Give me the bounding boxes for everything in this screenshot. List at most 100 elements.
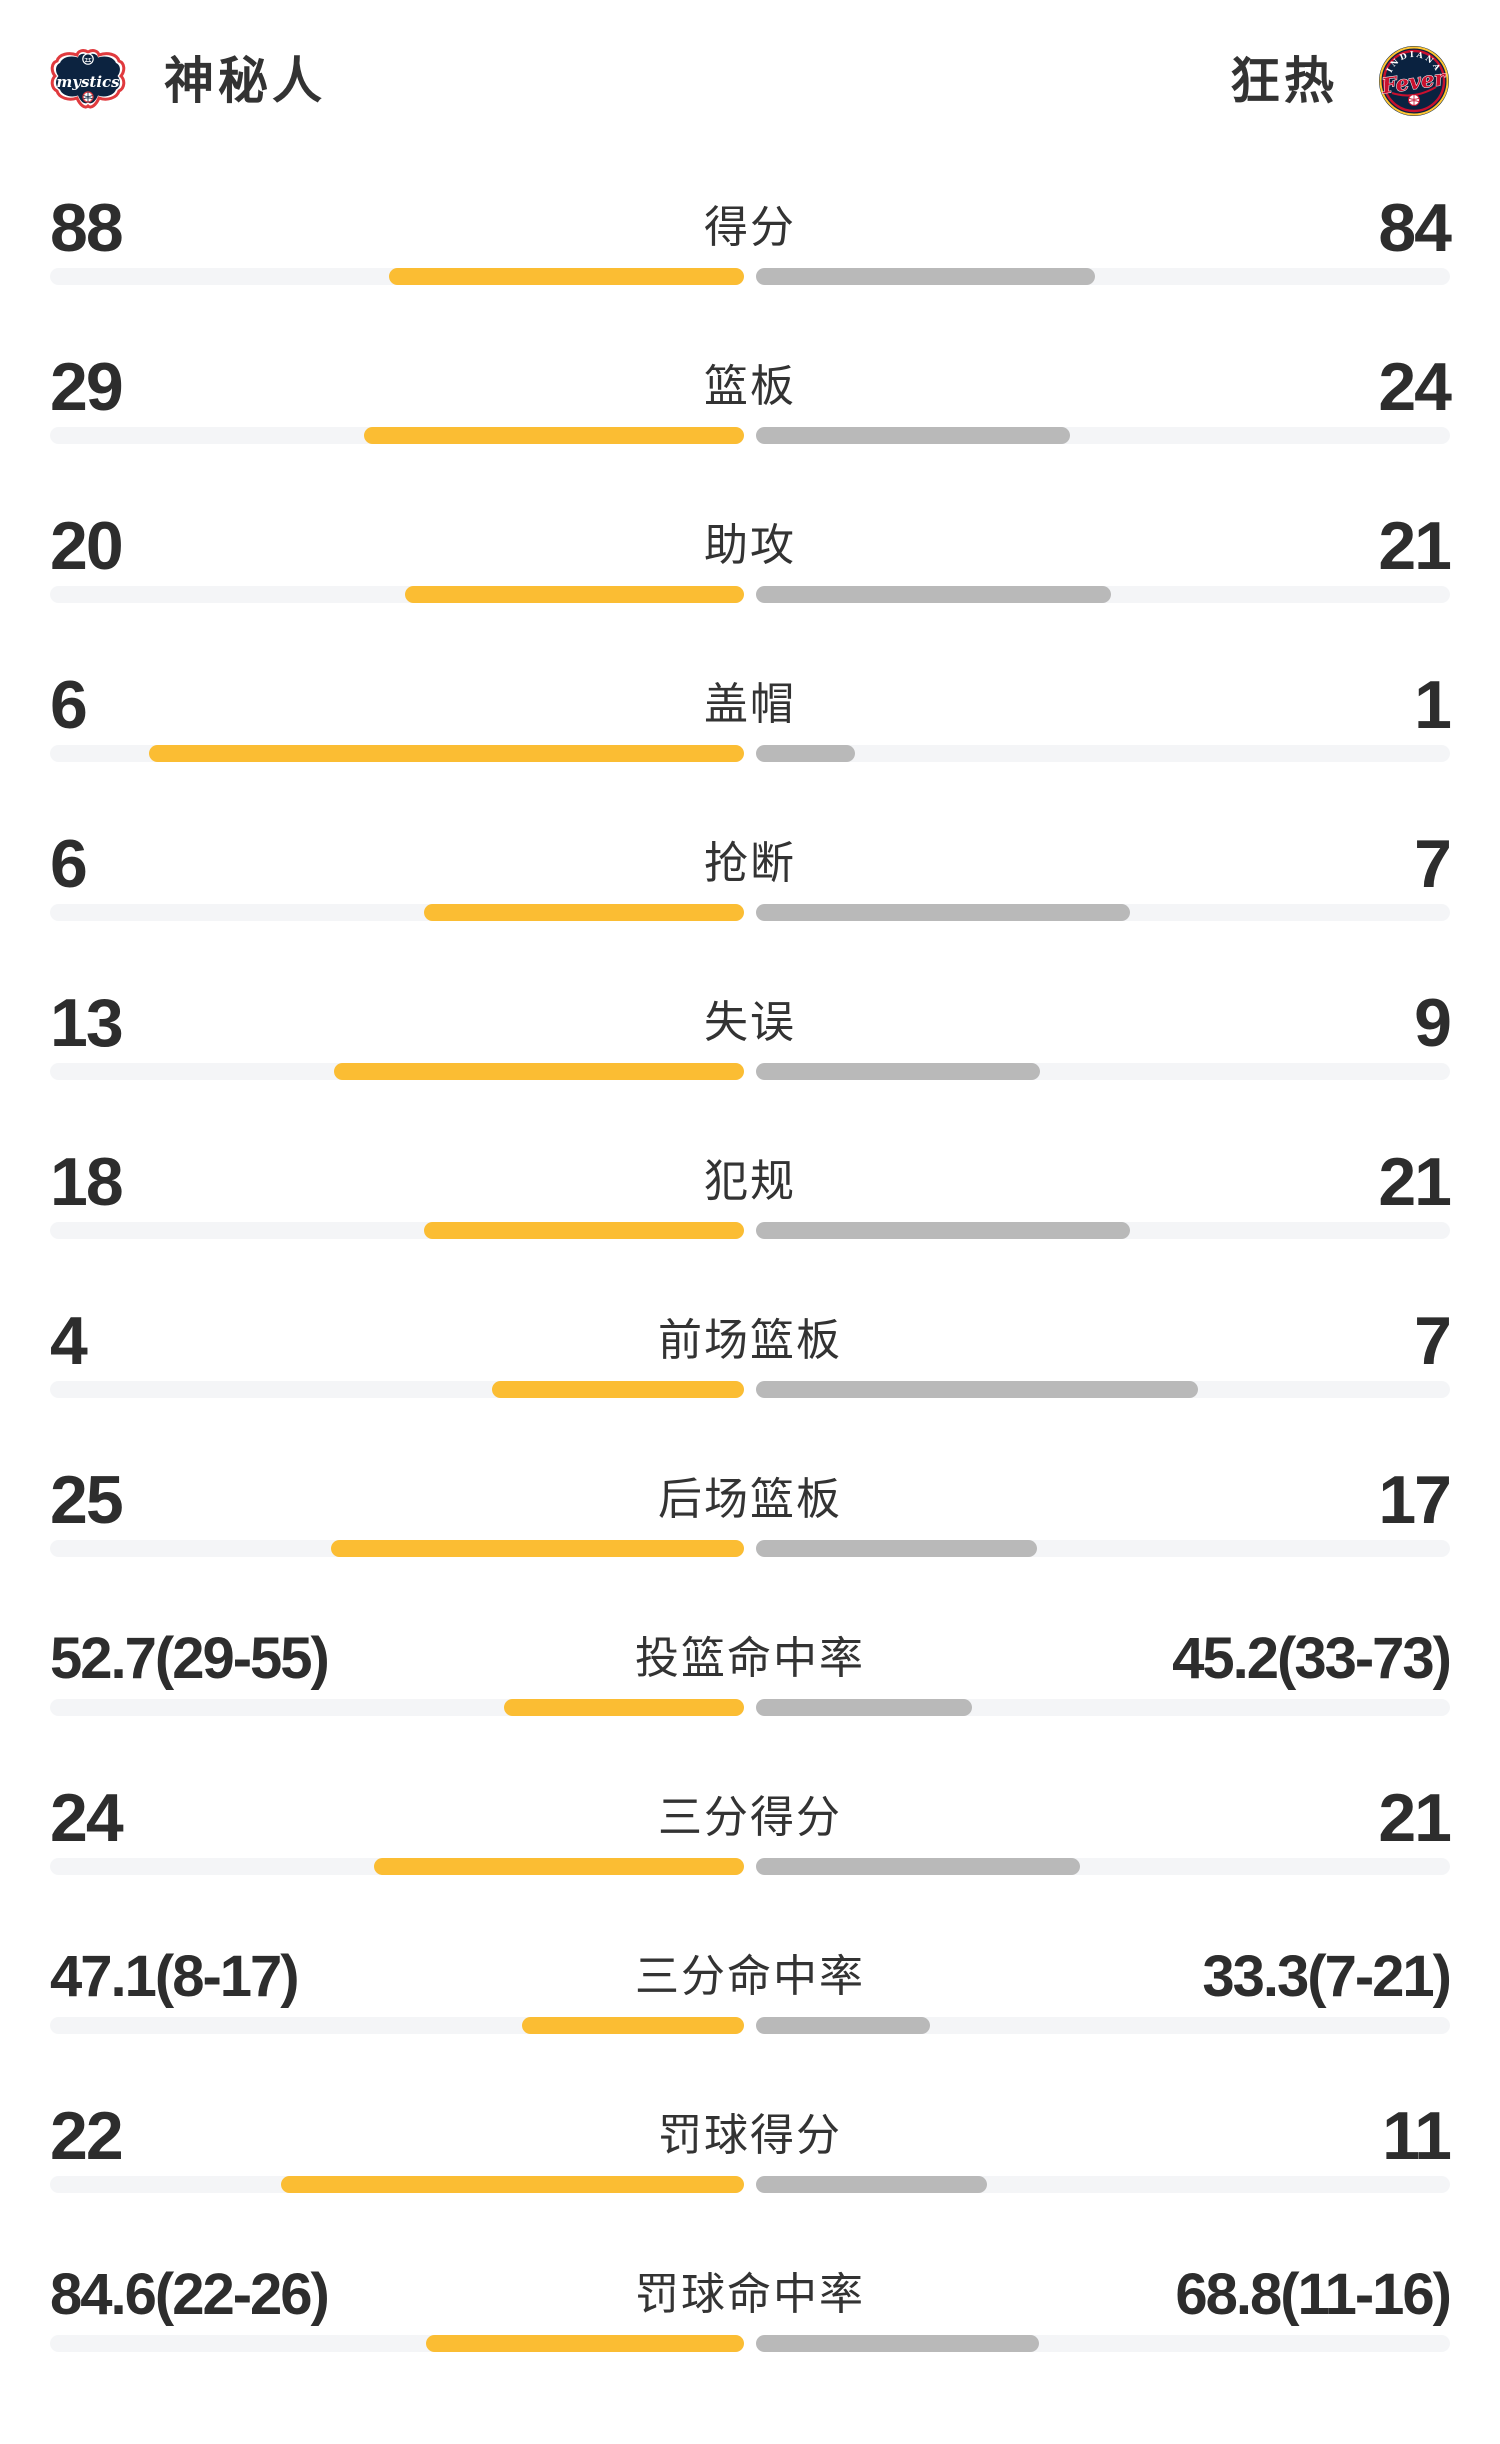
right-value: 21 — [1378, 508, 1452, 584]
mystics-wordmark: mystics — [56, 73, 120, 91]
right-value: 24 — [1378, 349, 1452, 425]
stat-values: 6 盖帽 1 — [50, 667, 1452, 743]
stat-label: 助攻 — [704, 521, 796, 570]
right-value: 84 — [1378, 190, 1452, 266]
right-value: 21 — [1378, 1780, 1452, 1856]
right-value: 17 — [1378, 1462, 1452, 1538]
stat-bars — [50, 904, 1450, 921]
right-bar-track — [756, 427, 1450, 444]
stat-row: 25 后场篮板 17 — [50, 1462, 1452, 1557]
left-value: 4 — [50, 1303, 88, 1379]
right-value: 7 — [1414, 1303, 1452, 1379]
right-bar-fill — [756, 2176, 988, 2193]
stat-label: 罚球命中率 — [635, 2270, 865, 2319]
stat-label: 罚球得分 — [658, 2111, 842, 2160]
right-bar-fill — [756, 2017, 930, 2034]
right-value: 45.2(33-73) — [1172, 1626, 1452, 1691]
right-value: 7 — [1414, 826, 1452, 902]
stat-label: 前场篮板 — [658, 1316, 842, 1365]
right-bar-track — [756, 268, 1450, 285]
stat-row: 6 盖帽 1 — [50, 667, 1452, 762]
left-value: 24 — [50, 1780, 124, 1856]
left-bar-track — [50, 427, 744, 444]
right-bar-fill — [756, 1540, 1037, 1557]
stat-row: 18 犯规 21 — [50, 1144, 1452, 1239]
left-bar-track — [50, 1858, 744, 1875]
stat-bars — [50, 586, 1450, 603]
stat-row: 88 得分 84 — [50, 190, 1452, 285]
right-bar-track — [756, 1063, 1450, 1080]
team-left: mystics 神秘人 — [50, 49, 326, 113]
stat-bars — [50, 2017, 1450, 2034]
stat-row: 84.6(22-26) 罚球命中率 68.8(11-16) — [50, 2262, 1452, 2352]
left-bar-track — [50, 2335, 744, 2352]
right-bar-track — [756, 1540, 1450, 1557]
stat-values: 25 后场篮板 17 — [50, 1462, 1452, 1538]
stat-row: 29 篮板 24 — [50, 349, 1452, 444]
left-bar-track — [50, 904, 744, 921]
match-stats-panel: mystics 神秘人 狂热 INDIANA Fever — [0, 44, 1500, 2444]
mystics-crest-icon: mystics — [50, 49, 126, 109]
stat-bars — [50, 2176, 1450, 2193]
stat-bars — [50, 1540, 1450, 1557]
stat-values: 47.1(8-17) 三分命中率 33.3(7-21) — [50, 1944, 1452, 2009]
right-bar-track — [756, 2176, 1450, 2193]
stat-row: 13 失误 9 — [50, 989, 1452, 1080]
left-value: 84.6(22-26) — [50, 2262, 330, 2327]
stat-values: 24 三分得分 21 — [50, 1780, 1452, 1856]
left-value: 6 — [50, 667, 88, 743]
right-bar-fill — [756, 1858, 1080, 1875]
left-value: 29 — [50, 349, 124, 425]
stat-label: 犯规 — [704, 1157, 796, 1206]
left-bar-fill — [373, 1858, 744, 1875]
team-right: 狂热 INDIANA Fever — [1230, 45, 1450, 117]
right-bar-track — [756, 2017, 1450, 2034]
stat-bars — [50, 1699, 1450, 1716]
right-bar-fill — [756, 1222, 1130, 1239]
left-bar-track — [50, 1063, 744, 1080]
stat-row: 47.1(8-17) 三分命中率 33.3(7-21) — [50, 1944, 1452, 2034]
left-value: 47.1(8-17) — [50, 1944, 300, 2009]
left-bar-fill — [388, 268, 744, 285]
left-value: 6 — [50, 826, 88, 902]
stat-label: 后场篮板 — [658, 1475, 842, 1524]
left-value: 88 — [50, 190, 124, 266]
left-bar-fill — [504, 1699, 744, 1716]
stat-values: 84.6(22-26) 罚球命中率 68.8(11-16) — [50, 2262, 1452, 2327]
left-bar-fill — [491, 1381, 744, 1398]
stat-row: 52.7(29-55) 投篮命中率 45.2(33-73) — [50, 1626, 1452, 1716]
left-value: 22 — [50, 2098, 124, 2174]
stat-values: 29 篮板 24 — [50, 349, 1452, 425]
right-value: 33.3(7-21) — [1202, 1944, 1452, 2009]
left-value: 18 — [50, 1144, 124, 1220]
left-bar-fill — [364, 427, 744, 444]
right-bar-track — [756, 1699, 1450, 1716]
stat-values: 20 助攻 21 — [50, 508, 1452, 584]
stat-row: 22 罚球得分 11 — [50, 2098, 1452, 2193]
stat-values: 52.7(29-55) 投篮命中率 45.2(33-73) — [50, 1626, 1452, 1691]
left-bar-track — [50, 268, 744, 285]
stat-values: 13 失误 9 — [50, 989, 1452, 1057]
stat-values: 88 得分 84 — [50, 190, 1452, 266]
header: mystics 神秘人 狂热 INDIANA Fever — [50, 44, 1450, 118]
left-value: 52.7(29-55) — [50, 1626, 330, 1691]
left-bar-track — [50, 745, 744, 762]
stat-bars — [50, 1381, 1450, 1398]
right-value: 11 — [1382, 2098, 1452, 2174]
stat-values: 4 前场篮板 7 — [50, 1303, 1452, 1379]
stat-bars — [50, 427, 1450, 444]
stat-bars — [50, 2335, 1450, 2352]
stat-bars — [50, 1858, 1450, 1875]
right-bar-fill — [756, 1063, 1040, 1080]
stat-label: 抢断 — [704, 839, 796, 888]
stat-label: 投篮命中率 — [635, 1634, 865, 1683]
left-bar-fill — [333, 1063, 744, 1080]
left-bar-fill — [149, 745, 744, 762]
stat-label: 得分 — [704, 203, 796, 252]
stat-values: 22 罚球得分 11 — [50, 2098, 1452, 2174]
stat-row: 6 抢断 7 — [50, 826, 1452, 921]
right-bar-fill — [756, 904, 1130, 921]
left-value: 20 — [50, 508, 124, 584]
stat-bars — [50, 745, 1450, 762]
left-bar-fill — [281, 2176, 744, 2193]
